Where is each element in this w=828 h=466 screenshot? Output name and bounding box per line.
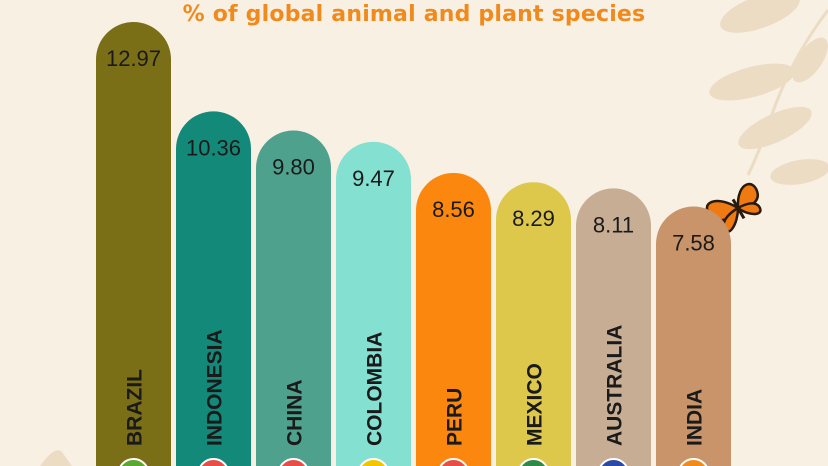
category-label: INDONESIA (204, 329, 227, 446)
category-label: CHINA (284, 380, 307, 447)
value-label: 7.58 (672, 231, 715, 256)
flag-icon (599, 458, 628, 466)
value-label: 9.47 (352, 166, 395, 191)
flag-icon (119, 458, 148, 466)
bar-india (656, 206, 731, 466)
bar-colombia (336, 141, 411, 466)
value-label: 10.36 (186, 135, 241, 160)
category-label: AUSTRALIA (604, 325, 627, 446)
bar-brazil (96, 22, 171, 466)
leaf-corner-icon (40, 450, 72, 466)
bar-indonesia (176, 111, 251, 466)
value-label: 8.29 (512, 206, 555, 231)
category-label: PERU (444, 388, 467, 446)
leaf-branch-icon (709, 0, 828, 185)
value-label: 12.97 (106, 46, 161, 71)
bar-china (256, 130, 331, 466)
value-label: 8.56 (432, 197, 475, 222)
flag-icon (519, 458, 548, 466)
chart-subtitle: % of global animal and plant species (182, 2, 646, 27)
value-label: 8.11 (593, 212, 634, 237)
category-label: BRAZIL (124, 369, 147, 446)
category-label: INDIA (684, 389, 707, 446)
bar-australia (576, 188, 651, 466)
bar-mexico (496, 182, 571, 466)
category-label: MEXICO (524, 363, 547, 446)
flag-icon (279, 458, 308, 466)
flag-icon (199, 458, 228, 466)
butterfly-icon (705, 182, 762, 233)
value-label: 9.80 (272, 155, 315, 180)
flag-icon (359, 458, 388, 466)
flag-icon (679, 458, 708, 466)
category-label: COLOMBIA (364, 332, 387, 446)
flag-icon (439, 458, 468, 466)
bar-peru (416, 172, 491, 466)
